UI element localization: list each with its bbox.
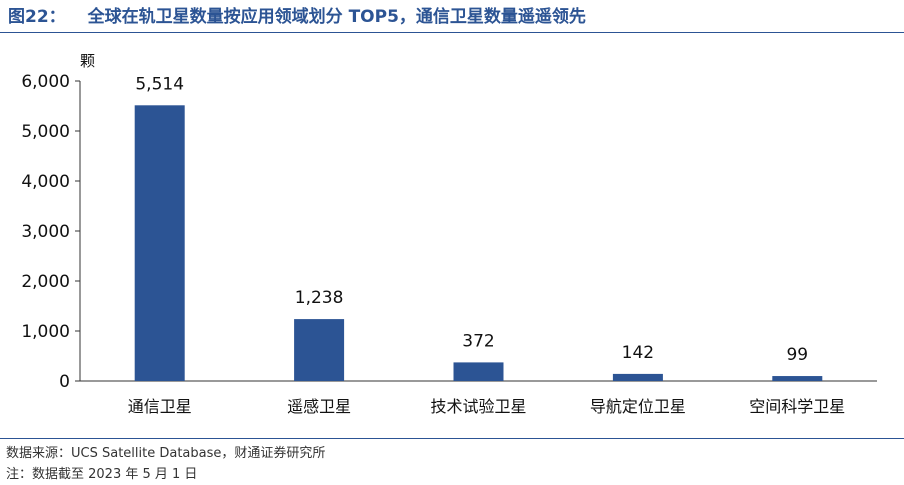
- bar: [134, 105, 185, 382]
- data-label: 142: [622, 343, 654, 363]
- data-label: 1,238: [295, 288, 344, 308]
- y-axis-label: 颗: [80, 52, 95, 70]
- bar-chart: 0 1,000 2,000 3,000 4,000 5,000 6,000 颗 5,514 通信卫…: [21, 52, 877, 416]
- x-tick-label: 导航定位卫星: [590, 397, 686, 416]
- figure-title: 图22： 全球在轨卫星数量按应用领域划分 TOP5，通信卫星数量遥遥领先: [8, 4, 586, 30]
- x-tick-label: 空间科学卫星: [749, 397, 845, 416]
- y-tick-label: 3,000: [21, 222, 70, 242]
- y-tick-label: 4,000: [21, 172, 70, 192]
- date-note: 注：数据截至 2023 年 5 月 1 日: [6, 467, 198, 482]
- footer-divider: [0, 438, 904, 439]
- y-tick-label: 0: [59, 372, 70, 392]
- bar: [294, 319, 345, 381]
- x-tick-label: 通信卫星: [128, 397, 192, 416]
- x-tick-label: 遥感卫星: [287, 397, 351, 416]
- bar: [772, 376, 823, 381]
- bar: [453, 362, 504, 381]
- source-note: 数据来源：UCS Satellite Database，财通证券研究所: [6, 446, 326, 461]
- y-tick-label: 1,000: [21, 322, 70, 342]
- data-label: 99: [786, 345, 808, 365]
- y-tick-label: 6,000: [21, 72, 70, 92]
- title-divider: [0, 32, 904, 33]
- y-tick-label: 2,000: [21, 272, 70, 292]
- bar: [612, 373, 663, 381]
- y-tick-label: 5,000: [21, 122, 70, 142]
- data-label: 5,514: [135, 74, 184, 94]
- data-label: 372: [462, 331, 494, 351]
- x-tick-label: 技术试验卫星: [430, 397, 526, 416]
- figure-title-text: 全球在轨卫星数量按应用领域划分 TOP5，通信卫星数量遥遥领先: [87, 7, 586, 27]
- figure-number: 图22：: [8, 7, 66, 27]
